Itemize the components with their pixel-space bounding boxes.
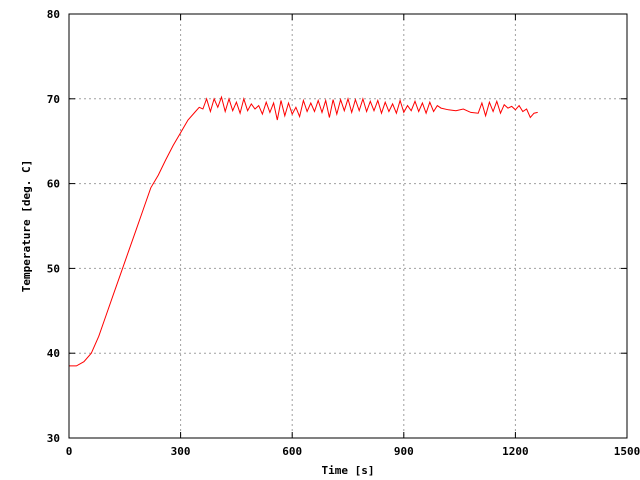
y-tick-label: 50 <box>47 262 60 275</box>
x-tick-label: 900 <box>394 445 414 458</box>
y-tick-label: 60 <box>47 178 60 191</box>
y-tick-label: 70 <box>47 93 60 106</box>
x-tick-label: 1200 <box>502 445 529 458</box>
x-tick-label: 0 <box>66 445 73 458</box>
series-layer <box>69 95 538 367</box>
tick-labels: 0 300 600 900 1200 1500 30 40 50 60 70 80 <box>47 8 640 458</box>
x-tick-label: 300 <box>171 445 191 458</box>
plot-frame <box>68 13 628 439</box>
ticks <box>68 13 628 439</box>
grid <box>69 14 627 438</box>
y-tick-label: 30 <box>47 432 60 445</box>
y-axis-title: Temperature [deg. C] <box>20 160 33 292</box>
x-axis-title: Time [s] <box>322 464 375 477</box>
x-tick-label: 600 <box>282 445 302 458</box>
x-tick-label: 1500 <box>614 445 640 458</box>
y-tick-label: 40 <box>47 347 60 360</box>
temperature-line <box>69 95 538 367</box>
y-tick-label: 80 <box>47 8 60 21</box>
